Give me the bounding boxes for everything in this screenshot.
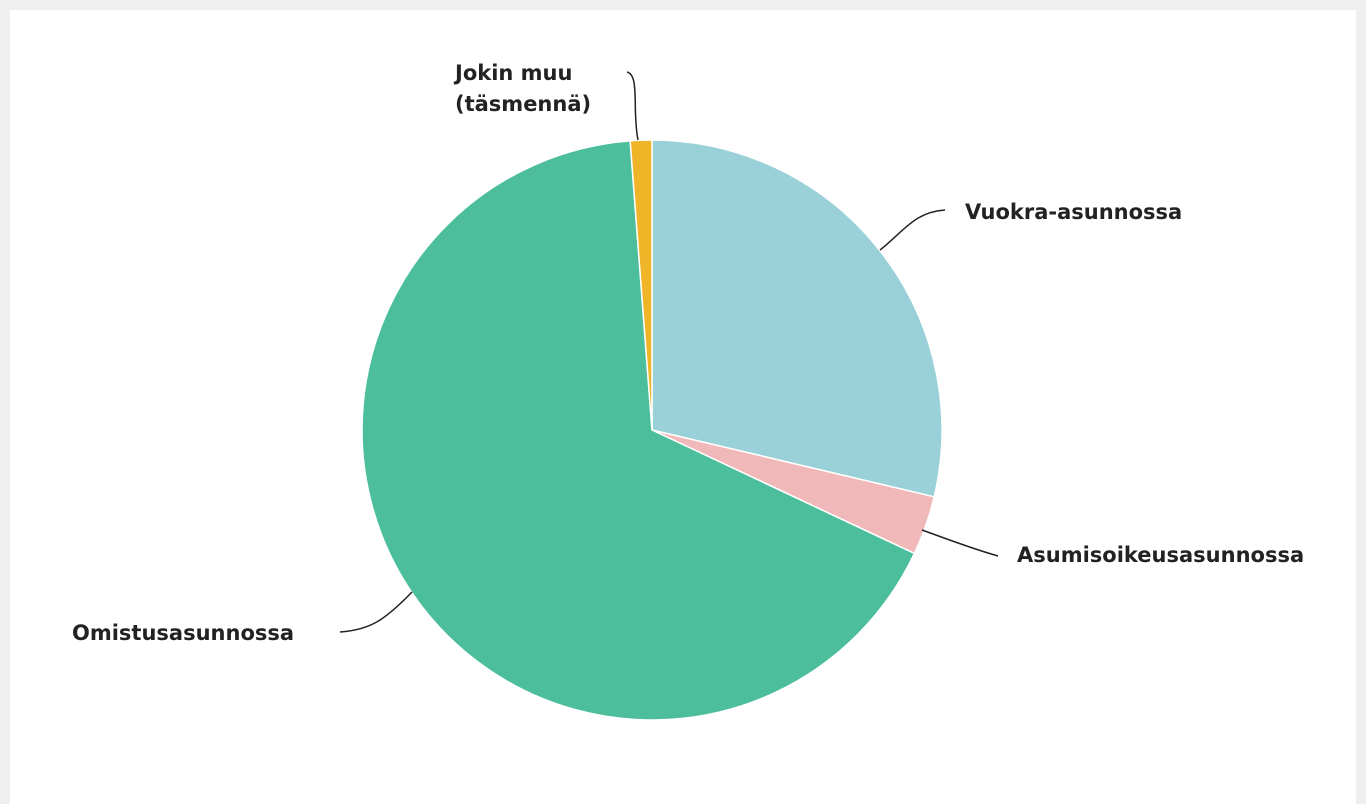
leader-line (339, 591, 413, 633)
leader-line (626, 71, 639, 141)
pie-slice (651, 139, 943, 498)
pie-slice (629, 139, 653, 431)
pie-slice (361, 140, 916, 721)
slice-label: Omistusasunnossa (72, 621, 295, 645)
leader-line (921, 529, 999, 557)
slice-label: Jokin muu (täsmennä) (455, 61, 592, 116)
slice-label: Asumisoikeusasunnossa (1017, 543, 1305, 567)
leader-line (879, 209, 946, 251)
slice-label: Vuokra-asunnossa (965, 200, 1183, 224)
